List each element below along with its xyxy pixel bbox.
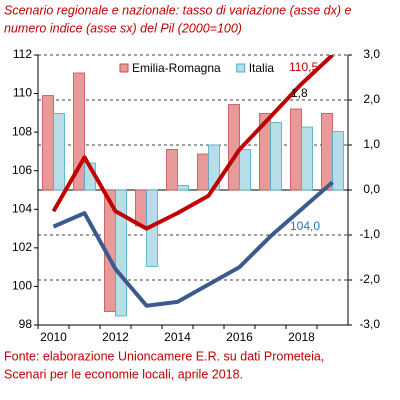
- y-tick-label: 112: [13, 47, 32, 61]
- bar: [166, 149, 178, 191]
- y-tick-label: 110: [13, 86, 32, 100]
- x-tick-label: 2016: [226, 330, 253, 344]
- y2-tick-label: 1,0: [363, 137, 380, 151]
- bar: [135, 189, 147, 227]
- chart-title: Scenario regionale e nazionale: tasso di…: [4, 3, 351, 17]
- bar: [42, 95, 54, 191]
- y2-tick-label: 2,0: [363, 92, 380, 106]
- y-tick-label: 102: [12, 240, 32, 254]
- annotation: 110,5: [289, 60, 318, 74]
- bar: [270, 122, 282, 191]
- bar: [177, 185, 189, 191]
- bar: [197, 153, 209, 191]
- bar: [115, 189, 127, 317]
- legend-swatch: [236, 63, 246, 73]
- y2-tick-label: -3,0: [359, 317, 380, 331]
- y2-tick-label: -2,0: [359, 272, 380, 286]
- bar: [228, 104, 240, 191]
- y2-tick-label: 0,0: [363, 182, 380, 196]
- legend-swatch: [119, 63, 129, 73]
- bar: [290, 108, 302, 191]
- bar: [321, 113, 333, 191]
- bar: [332, 131, 344, 191]
- y2-tick-label: 3,0: [363, 47, 380, 61]
- bar: [239, 149, 251, 191]
- line: [52, 180, 334, 308]
- x-tick-label: 2014: [164, 330, 191, 344]
- y-tick-label: 108: [12, 124, 32, 138]
- chart-title: numero indice (asse sx) del Pil (2000=10…: [4, 21, 242, 35]
- bar: [53, 113, 65, 191]
- bar: [73, 72, 85, 191]
- legend-label: Emilia-Romagna: [132, 61, 221, 75]
- legend-label: Italia: [249, 61, 275, 75]
- x-tick-label: 2018: [288, 330, 315, 344]
- x-tick-label: 2012: [102, 330, 129, 344]
- footnote: Fonte: elaborazione Unioncamere E.R. su …: [4, 349, 324, 363]
- bar: [301, 126, 313, 191]
- annotation: 104,0: [290, 219, 320, 233]
- footnote: Scenari per le economie locali, aprile 2…: [4, 367, 243, 381]
- annotation: 1,8: [291, 86, 308, 100]
- y-tick-label: 106: [12, 163, 32, 177]
- line: [51, 55, 334, 231]
- x-tick-label: 2010: [40, 330, 67, 344]
- y-tick-label: 104: [12, 201, 32, 215]
- y-tick-label: 98: [19, 317, 33, 331]
- y2-tick-label: -1,0: [359, 227, 380, 241]
- y-tick-label: 100: [12, 279, 32, 293]
